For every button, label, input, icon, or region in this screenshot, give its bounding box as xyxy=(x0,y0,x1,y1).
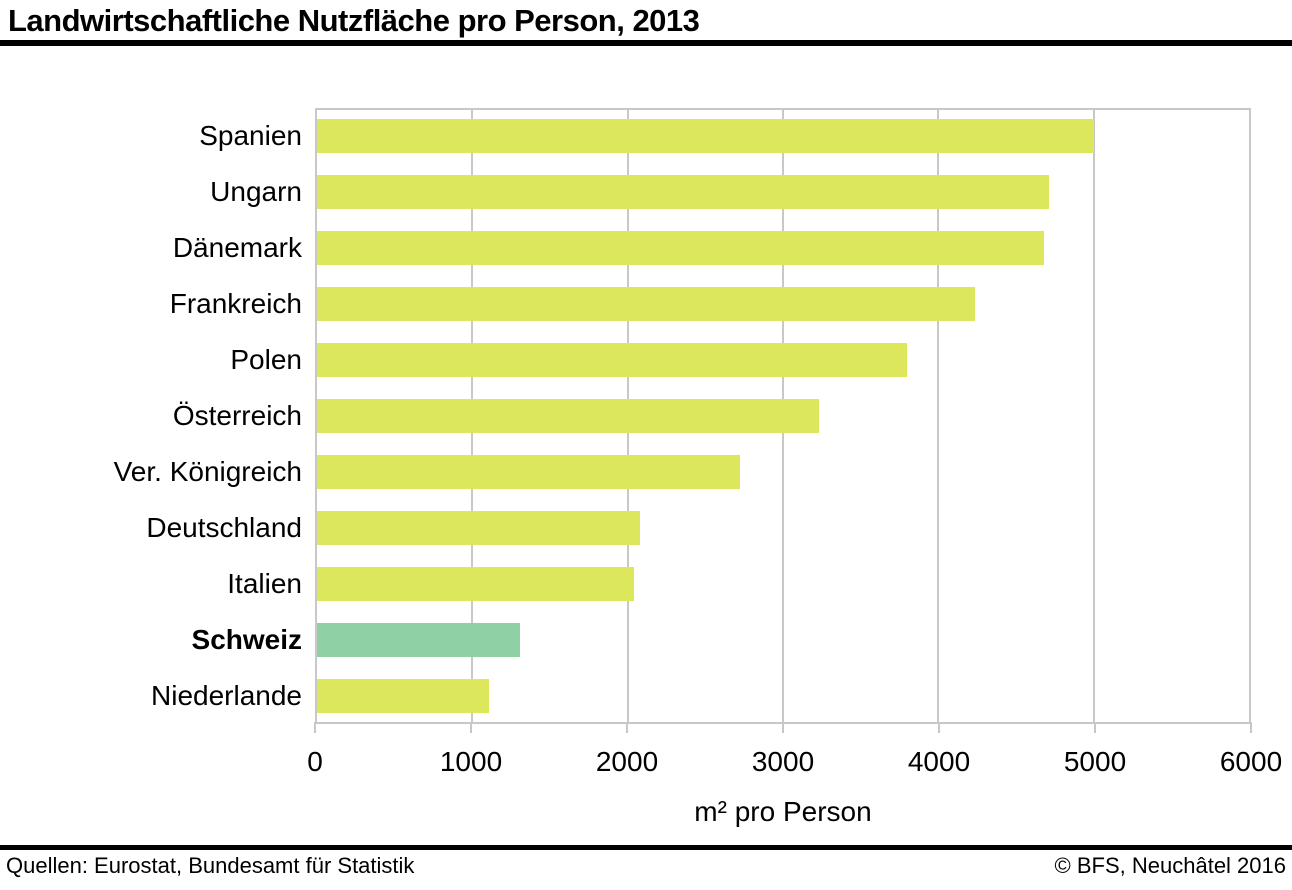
bar-deutschland xyxy=(317,511,640,545)
bar-track xyxy=(315,119,1251,153)
bar-track xyxy=(315,399,1251,433)
tick-mark-3000 xyxy=(782,722,784,733)
tick-label-4000: 4000 xyxy=(907,746,971,777)
bar-row: Deutschland xyxy=(0,500,1251,556)
category-label: Ungarn xyxy=(210,176,302,207)
category-label: Österreich xyxy=(172,400,302,431)
bar-track xyxy=(315,623,1251,657)
gridline-5000 xyxy=(1092,110,1095,722)
bar-row: Polen xyxy=(0,332,1251,388)
bar-track xyxy=(315,567,1251,601)
bar-frankreich xyxy=(317,287,976,321)
bar-row: Schweiz xyxy=(0,612,1251,668)
tick-label-2000: 2000 xyxy=(595,746,659,777)
category-label: Dänemark xyxy=(172,232,302,263)
tick-mark-1000 xyxy=(470,722,472,733)
bar-track xyxy=(315,455,1251,489)
bar-row: Österreich xyxy=(0,388,1251,444)
bar-track xyxy=(315,343,1251,377)
bar-polen xyxy=(317,343,907,377)
bar-row: Frankreich xyxy=(0,276,1251,332)
tick-mark-0 xyxy=(314,722,316,733)
bar-track xyxy=(315,287,1251,321)
bar-ver-königreich xyxy=(317,455,740,489)
tick-mark-6000 xyxy=(1250,722,1252,733)
bar-row: Ver. Königreich xyxy=(0,444,1251,500)
bar-track xyxy=(315,175,1251,209)
bar-spanien xyxy=(317,119,1094,153)
bar-row: Spanien xyxy=(0,108,1251,164)
category-label: Polen xyxy=(230,344,302,375)
bar-rows-container: Spanien Ungarn Dänemark Frankreich Polen Öste… xyxy=(0,108,1251,724)
bar-track xyxy=(315,679,1251,713)
category-label: Ver. Königreich xyxy=(113,456,302,487)
bar-row: Dänemark xyxy=(0,220,1251,276)
category-label: Frankreich xyxy=(169,288,302,319)
bar-dänemark xyxy=(317,231,1044,265)
gridline-4000 xyxy=(937,110,940,722)
tick-label-0: 0 xyxy=(307,746,323,777)
bar-schweiz xyxy=(317,623,520,657)
bar-row: Niederlande xyxy=(0,668,1251,724)
bar-italien xyxy=(317,567,634,601)
bar-ungarn xyxy=(317,175,1049,209)
tick-label-6000: 6000 xyxy=(1219,746,1283,777)
chart-title: Landwirtschaftliche Nutzfläche pro Perso… xyxy=(8,3,700,38)
title-divider-rule xyxy=(0,40,1292,46)
copyright-text: © BFS, Neuchâtel 2016 xyxy=(1054,853,1286,878)
source-text: Quellen: Eurostat, Bundesamt für Statist… xyxy=(6,853,415,878)
bar-track xyxy=(315,511,1251,545)
tick-label-3000: 3000 xyxy=(751,746,815,777)
bar-row: Ungarn xyxy=(0,164,1251,220)
tick-mark-4000 xyxy=(938,722,940,733)
category-label: Niederlande xyxy=(151,680,302,711)
tick-mark-5000 xyxy=(1094,722,1096,733)
tick-label-1000: 1000 xyxy=(439,746,503,777)
bar-row: Italien xyxy=(0,556,1251,612)
tick-label-5000: 5000 xyxy=(1063,746,1127,777)
footer: Quellen: Eurostat, Bundesamt für Statist… xyxy=(0,853,1292,879)
category-label: Italien xyxy=(227,568,302,599)
bar-track xyxy=(315,231,1251,265)
tick-mark-2000 xyxy=(626,722,628,733)
category-label: Deutschland xyxy=(146,512,302,543)
x-axis-title: m² pro Person xyxy=(694,796,872,827)
category-label: Spanien xyxy=(199,120,302,151)
bar-österreich xyxy=(317,399,820,433)
bar-niederlande xyxy=(317,679,489,713)
footer-divider-rule xyxy=(0,845,1292,850)
category-label: Schweiz xyxy=(191,624,302,655)
